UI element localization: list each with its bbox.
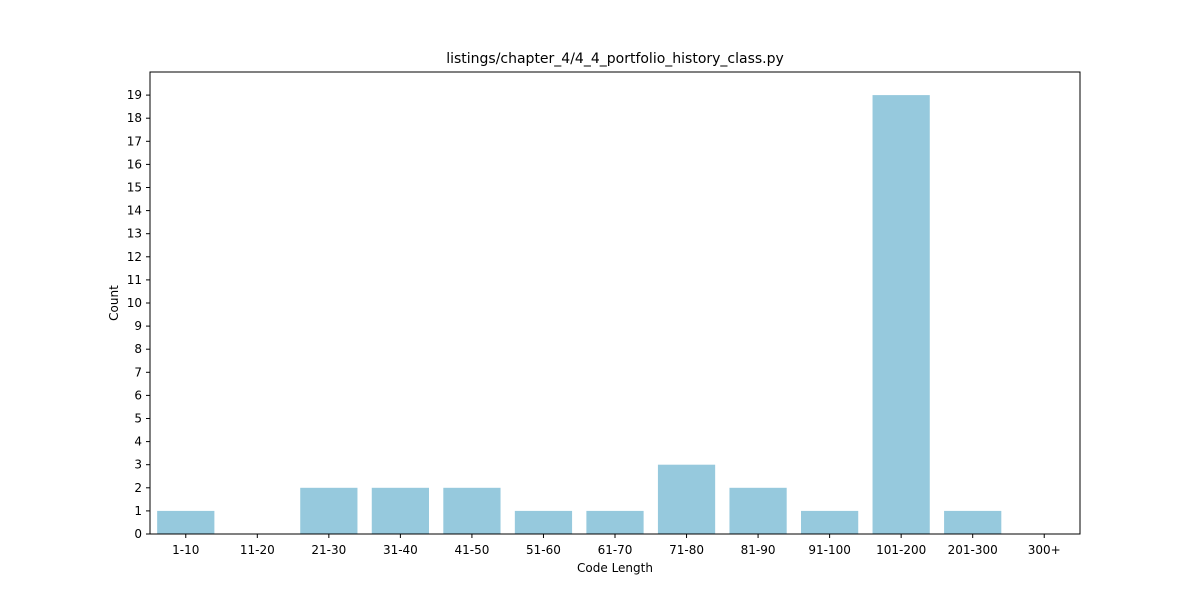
x-tick-label: 300+ bbox=[1028, 543, 1061, 557]
x-axis-label: Code Length bbox=[577, 561, 653, 575]
bar-41-50 bbox=[443, 487, 501, 534]
y-tick-label: 7 bbox=[134, 365, 142, 379]
y-tick-label: 3 bbox=[134, 458, 142, 472]
plot-frame bbox=[149, 71, 1081, 535]
y-tick-label: 10 bbox=[127, 296, 142, 310]
y-tick-label: 2 bbox=[134, 481, 142, 495]
y-tick-label: 5 bbox=[134, 412, 142, 426]
x-tick-label: 81-90 bbox=[741, 543, 776, 557]
bars-group bbox=[157, 95, 1002, 534]
x-tick-label: 21-30 bbox=[311, 543, 346, 557]
y-tick-label: 11 bbox=[127, 273, 142, 287]
y-axis-label: Count bbox=[107, 285, 121, 321]
x-tick-label: 101-200 bbox=[876, 543, 926, 557]
y-tick-label: 17 bbox=[127, 134, 142, 148]
y-tick-label: 9 bbox=[134, 319, 142, 333]
bar-71-80 bbox=[657, 464, 716, 534]
bar-61-70 bbox=[586, 510, 644, 534]
x-tick-label: 201-300 bbox=[948, 543, 998, 557]
y-tick-label: 15 bbox=[127, 181, 142, 195]
y-tick-label: 18 bbox=[127, 111, 142, 125]
chart-title: listings/chapter_4/4_4_portfolio_history… bbox=[446, 51, 784, 67]
x-tick-label: 1-10 bbox=[172, 543, 199, 557]
bar-91-100 bbox=[801, 510, 859, 534]
y-tick-label: 1 bbox=[134, 504, 142, 518]
bar-21-30 bbox=[300, 487, 358, 534]
x-axis-ticks: 1-10 11-20 21-30 31-40 41-50 51-60 61-70 71-80 8… bbox=[172, 534, 1061, 557]
x-tick-label: 51-60 bbox=[526, 543, 561, 557]
bar-51-60 bbox=[514, 510, 573, 534]
y-tick-label: 6 bbox=[134, 388, 142, 402]
x-tick-label: 71-80 bbox=[669, 543, 704, 557]
bar-31-40 bbox=[371, 487, 429, 534]
y-tick-label: 0 bbox=[134, 527, 142, 541]
bar-201-300 bbox=[944, 510, 1002, 534]
x-tick-label: 41-50 bbox=[454, 543, 489, 557]
y-tick-label: 14 bbox=[127, 204, 142, 218]
y-tick-label: 16 bbox=[127, 157, 142, 171]
bar-1-10 bbox=[157, 510, 215, 534]
x-tick-label: 31-40 bbox=[383, 543, 418, 557]
x-tick-label: 11-20 bbox=[240, 543, 275, 557]
bar-81-90 bbox=[729, 487, 787, 534]
x-tick-label: 61-70 bbox=[598, 543, 633, 557]
y-tick-label: 4 bbox=[134, 435, 142, 449]
y-tick-label: 12 bbox=[127, 250, 142, 264]
bar-101-200 bbox=[872, 95, 930, 534]
x-tick-label: 91-100 bbox=[808, 543, 851, 557]
y-tick-label: 19 bbox=[127, 88, 142, 102]
y-tick-label: 8 bbox=[134, 342, 142, 356]
y-tick-label: 13 bbox=[127, 227, 142, 241]
